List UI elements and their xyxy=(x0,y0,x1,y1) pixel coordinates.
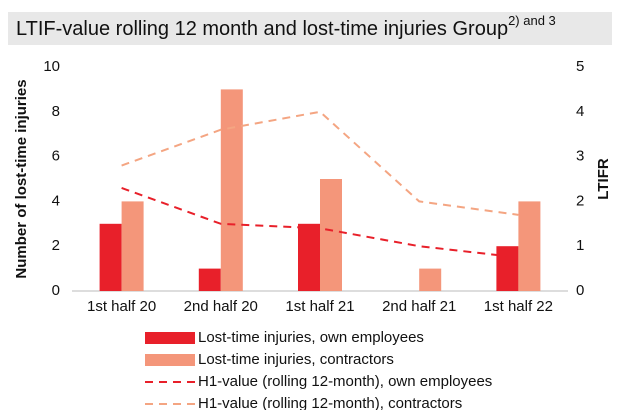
bar xyxy=(298,223,320,291)
legend-label: Lost-time injuries, contractors xyxy=(198,351,394,368)
y-tick-label: 4 xyxy=(52,192,60,209)
y2-tick-label: 5 xyxy=(576,58,584,75)
x-tick-label: 2nd half 20 xyxy=(184,298,258,315)
chart-title: LTIF-value rolling 12 month and lost-tim… xyxy=(16,13,556,40)
y-tick-label: 0 xyxy=(52,282,60,299)
y2-tick-label: 3 xyxy=(576,148,584,165)
x-tick-label: 1st half 22 xyxy=(484,298,553,315)
title-main: LTIF-value rolling 12 month and lost-tim… xyxy=(16,18,508,40)
bar xyxy=(121,201,144,291)
legend-label: Lost-time injuries, own employees xyxy=(198,329,424,346)
bar xyxy=(496,246,519,291)
legend-swatch xyxy=(145,354,195,366)
legend-label: H1-value (rolling 12-month), contractors xyxy=(198,395,462,410)
y2-tick-label: 1 xyxy=(576,237,584,254)
x-tick-label: 1st half 20 xyxy=(87,298,156,315)
y-tick-label: 2 xyxy=(52,237,60,254)
y2-tick-label: 0 xyxy=(576,282,584,299)
bar xyxy=(99,223,122,291)
bar xyxy=(198,268,221,291)
title-bar xyxy=(8,12,612,45)
y2-tick-label: 4 xyxy=(576,103,584,120)
x-tick-label: 2nd half 21 xyxy=(382,298,456,315)
y-tick-label: 6 xyxy=(52,148,60,165)
line-series xyxy=(121,187,519,259)
bar xyxy=(320,179,342,291)
y2-tick-label: 2 xyxy=(576,192,584,209)
line-series xyxy=(121,110,519,216)
y-axis-label: Number of lost-time injuries xyxy=(13,79,30,278)
y-tick-label: 10 xyxy=(43,58,60,75)
bar xyxy=(419,268,442,291)
x-tick-label: 1st half 21 xyxy=(285,298,354,315)
y-tick-label: 8 xyxy=(52,103,60,120)
bar xyxy=(220,89,243,292)
legend-label: H1-value (rolling 12-month), own employe… xyxy=(198,373,492,390)
title-superscript: 2) and 3 xyxy=(508,13,556,28)
legend-swatch xyxy=(145,332,195,344)
bar xyxy=(518,201,541,291)
y2-axis-label: LTIFR xyxy=(595,158,612,200)
